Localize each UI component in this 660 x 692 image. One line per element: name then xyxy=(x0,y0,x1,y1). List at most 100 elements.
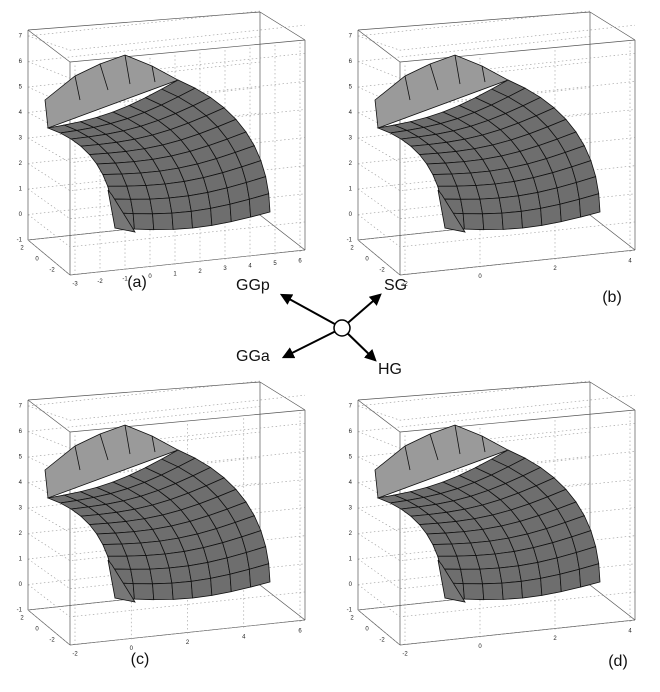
axis-frame xyxy=(589,381,636,411)
top-face-edge xyxy=(404,424,486,471)
top-face-edge xyxy=(74,424,156,471)
z-tick-label: 3 xyxy=(349,136,353,142)
mesh-cell xyxy=(132,583,155,601)
z-tick-label: 1 xyxy=(19,557,23,563)
z-tick-label: 7 xyxy=(19,34,23,40)
z-tick-label: -1 xyxy=(347,238,353,244)
z-tick-label: 3 xyxy=(19,506,23,512)
z-tick-label: 3 xyxy=(19,136,23,142)
z-tick-label: 2 xyxy=(349,161,353,167)
mesh-cell xyxy=(578,193,601,218)
mesh-cell xyxy=(149,567,173,585)
top-face xyxy=(44,424,179,499)
axis-frame xyxy=(27,381,261,401)
mesh-cell xyxy=(482,212,504,231)
x-tick-label: 1 xyxy=(173,271,177,277)
x-tick-label: -2 xyxy=(402,652,408,658)
z-tick-label: 7 xyxy=(349,34,353,40)
mesh-cell xyxy=(498,565,522,584)
z-tick-label: -1 xyxy=(17,238,23,244)
panel: -1 0 1 2 3 4 5 6 7 -2 0 2 4 6 -2 0 2 (c) xyxy=(17,380,306,668)
grid-line xyxy=(27,10,306,51)
front-face xyxy=(107,189,136,233)
top-face xyxy=(374,424,509,499)
z-tick-label: 2 xyxy=(349,531,353,537)
mesh-cell xyxy=(248,563,271,588)
axis-frame xyxy=(589,584,636,621)
x-tick-label: -2 xyxy=(72,652,78,658)
y-tick-label: 2 xyxy=(20,616,24,622)
axis-frame xyxy=(259,11,306,41)
x-tick-label: 0 xyxy=(478,274,482,280)
axis-frame xyxy=(259,584,306,621)
x-tick-label: 3 xyxy=(223,266,227,272)
x-tick-label: 2 xyxy=(186,640,190,646)
mesh-cell xyxy=(520,207,543,229)
z-tick-label: -1 xyxy=(17,608,23,614)
mesh-cell xyxy=(482,582,504,601)
compass-label: GGp xyxy=(236,277,270,294)
axis-frame xyxy=(357,11,591,31)
x-tick-label: 4 xyxy=(242,634,246,640)
x-tick-label: 2 xyxy=(198,269,202,275)
top-face xyxy=(44,54,179,129)
x-tick-label: 4 xyxy=(628,259,632,265)
z-tick-label: 1 xyxy=(349,187,353,193)
y-tick-label: 0 xyxy=(35,627,39,633)
grid-line xyxy=(357,36,636,79)
z-tick-label: 5 xyxy=(349,85,353,91)
x-tick-label: -1 xyxy=(122,276,128,282)
mesh-cell xyxy=(210,573,232,596)
z-tick-label: 7 xyxy=(349,404,353,410)
compass-label: SG xyxy=(384,277,407,294)
mesh-cell xyxy=(152,212,174,231)
panel: -1 0 1 2 3 4 5 6 7 -3 -2 -1 0 1 2 3 4 5 6 -2 0 2 (a) xyxy=(17,10,306,291)
front-face xyxy=(107,559,136,603)
x-tick-label: 2 xyxy=(553,266,557,272)
mesh-cell xyxy=(168,565,192,584)
y-tick-label: 0 xyxy=(365,257,369,263)
grid-line xyxy=(27,380,306,421)
y-tick-label: -2 xyxy=(49,268,55,274)
z-tick-label: 6 xyxy=(19,429,23,435)
x-tick-label: 0 xyxy=(478,644,482,650)
mesh-cell xyxy=(130,568,154,585)
y-tick-label: 0 xyxy=(35,257,39,263)
axis-frame xyxy=(259,381,306,411)
axis-frame xyxy=(357,381,591,401)
mesh-cell xyxy=(501,210,523,230)
x-tick-label: -2 xyxy=(402,282,408,288)
panel-label: (b) xyxy=(602,289,622,306)
mesh-cell xyxy=(578,563,601,588)
z-tick-label: 4 xyxy=(349,110,353,116)
top-face xyxy=(374,54,509,129)
z-tick-label: 0 xyxy=(349,582,353,588)
grid-line xyxy=(357,380,636,421)
z-tick-label: 0 xyxy=(19,582,23,588)
mesh-cell xyxy=(462,213,485,231)
z-tick-label: 1 xyxy=(349,557,353,563)
axis-frame xyxy=(357,399,401,433)
axis-frame xyxy=(399,409,636,433)
mesh-cell xyxy=(460,568,484,585)
panel-label: (d) xyxy=(608,653,628,670)
arrow xyxy=(279,293,343,329)
y-tick-label: 2 xyxy=(350,246,354,252)
panel-label: (a) xyxy=(127,274,147,291)
z-tick-label: 3 xyxy=(349,506,353,512)
x-tick-label: 5 xyxy=(273,261,277,267)
compass-center xyxy=(333,319,351,337)
panel: -1 0 1 2 3 4 5 6 7 -2 0 2 4 -2 0 2 (d) xyxy=(347,380,636,670)
y-tick-label: -2 xyxy=(379,638,385,644)
axis-frame xyxy=(27,29,71,63)
top-face-edge xyxy=(74,54,156,101)
mesh-cell xyxy=(149,197,173,215)
grid-line xyxy=(357,406,636,449)
axis-frame xyxy=(357,29,401,63)
compass: GGp SG GGa HG xyxy=(236,277,407,378)
y-tick-label: 2 xyxy=(20,246,24,252)
mesh-cell xyxy=(460,198,484,215)
z-tick-label: 2 xyxy=(19,161,23,167)
mesh-cell xyxy=(498,195,522,214)
axis-frame xyxy=(69,39,306,63)
